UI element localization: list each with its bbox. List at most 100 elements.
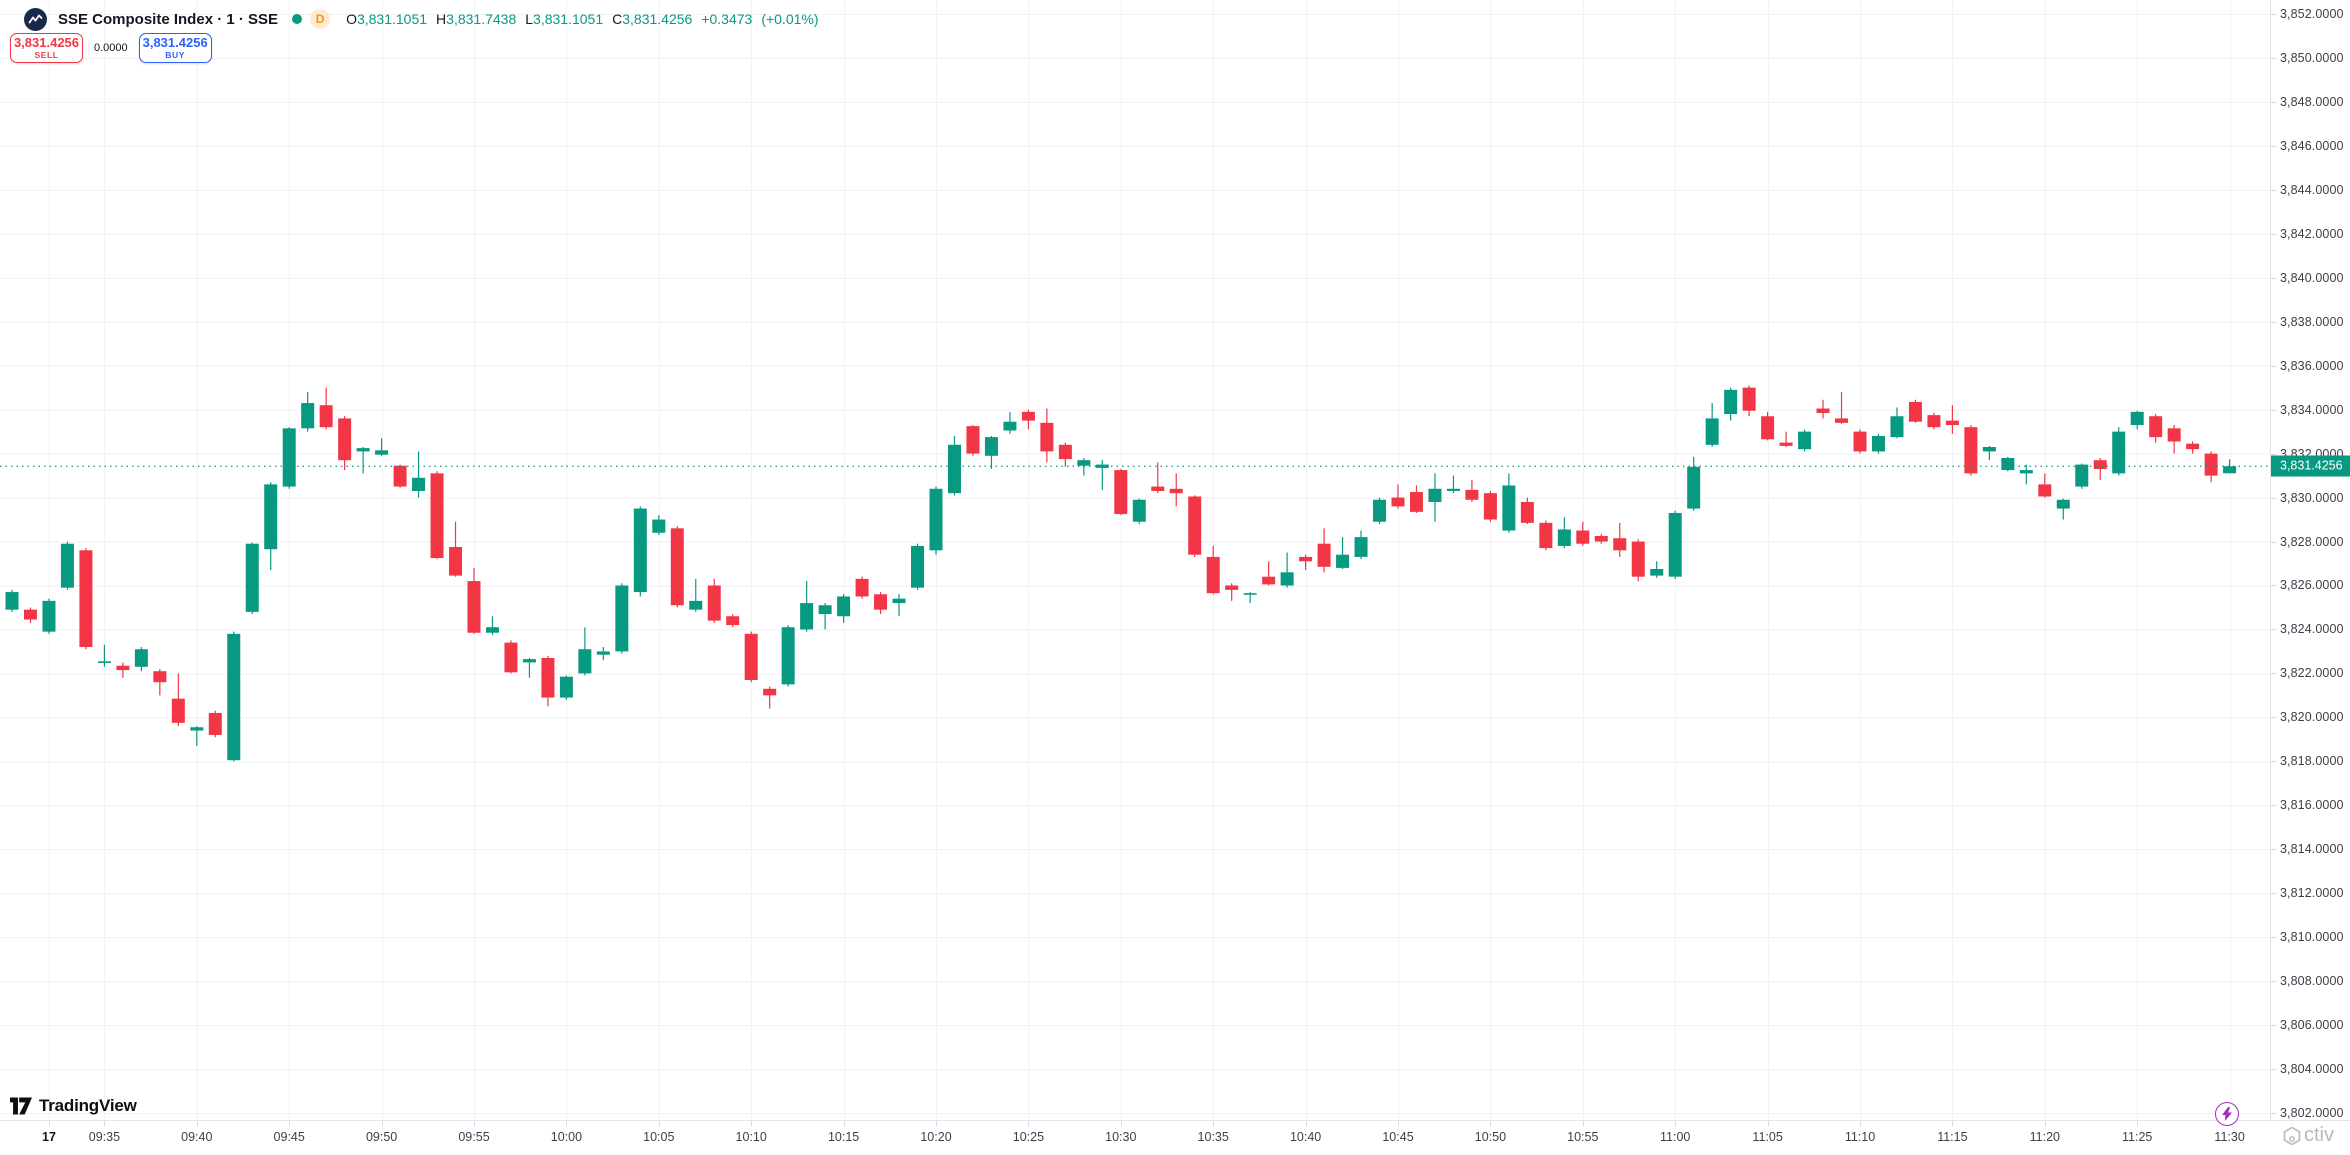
candle	[338, 416, 352, 471]
price-tick-mark	[2271, 541, 2276, 543]
candle	[97, 644, 111, 667]
price-tick-mark	[2271, 761, 2276, 763]
candle	[1040, 408, 1054, 463]
candle	[1890, 407, 1904, 439]
candle	[1132, 498, 1146, 524]
time-axis-label: 10:00	[550, 1130, 583, 1144]
time-tick-mark	[1306, 1121, 1307, 1126]
candle	[282, 427, 296, 489]
candle	[1058, 442, 1072, 467]
candle	[412, 451, 426, 498]
price-axis-label: 3,844.0000	[2280, 182, 2344, 197]
time-tick-mark	[1398, 1121, 1399, 1126]
candle	[1095, 460, 1109, 490]
price-axis-label: 3,808.0000	[2280, 974, 2344, 989]
price-axis-label: 3,820.0000	[2280, 710, 2344, 725]
candle	[393, 464, 407, 488]
price-tick-mark	[2271, 981, 2276, 983]
buy-button[interactable]: 3,831.4256 BUY	[138, 33, 212, 63]
candle	[2223, 459, 2237, 474]
candle	[1169, 473, 1183, 507]
chart-pane[interactable]	[0, 0, 2270, 1120]
price-tick-mark	[2271, 189, 2276, 191]
candle	[1631, 539, 1645, 582]
activ-watermark: ctiv	[2282, 1124, 2334, 1147]
candle	[319, 387, 333, 430]
time-axis-label: 09:55	[458, 1130, 490, 1144]
candle	[2056, 498, 2070, 520]
time-axis-label: 10:10	[735, 1130, 767, 1144]
candle	[1225, 583, 1239, 601]
price-tick-mark	[2271, 849, 2276, 851]
time-tick-mark	[2137, 1121, 2138, 1126]
high-label: H	[436, 11, 447, 27]
candle	[227, 631, 241, 762]
candle	[2075, 463, 2089, 489]
sell-button[interactable]: 3,831.4256 SELL	[10, 33, 83, 63]
candle	[837, 594, 851, 623]
candle	[153, 669, 167, 696]
candle	[134, 647, 148, 672]
time-axis-label: 11:30	[2214, 1130, 2245, 1144]
candle	[2130, 410, 2144, 430]
price-tick-mark	[2271, 1025, 2276, 1027]
price-axis-label: 3,852.0000	[2280, 7, 2344, 21]
candle	[2112, 427, 2126, 476]
candle	[1724, 387, 1738, 421]
price-axis-label: 3,822.0000	[2280, 666, 2344, 681]
candle	[818, 603, 832, 630]
price-tick-mark	[2271, 145, 2276, 147]
candle	[1373, 497, 1387, 524]
candle	[1188, 495, 1202, 557]
candle	[1114, 468, 1128, 516]
candle	[1982, 445, 1996, 461]
time-axis-label: 09:40	[181, 1130, 213, 1144]
open-label: O	[346, 11, 357, 27]
watermark-hexagon-icon	[2283, 1126, 2301, 1145]
time-tick-mark	[659, 1121, 660, 1126]
time-tick-mark	[1860, 1121, 1861, 1126]
price-tick-mark	[2271, 321, 2276, 323]
price-tick-mark	[2271, 717, 2276, 719]
time-axis[interactable]: 17 09:35 09:40 09:45 09:50 09:55 10:00 10:05 10:…	[0, 1120, 2350, 1155]
candle	[1409, 485, 1423, 513]
price-axis-label: 3,848.0000	[2280, 94, 2344, 109]
candle	[670, 526, 684, 608]
price-axis[interactable]: 3,852.0000 3,850.0000 3,848.0000 3,846.0000…	[2270, 0, 2350, 1120]
price-tick-mark	[2271, 497, 2276, 499]
price-axis-label: 3,818.0000	[2280, 754, 2344, 769]
price-tick-mark	[2271, 805, 2276, 807]
candle	[2019, 464, 2033, 485]
candle	[264, 482, 278, 571]
time-axis-label: 10:40	[1289, 1130, 1322, 1144]
instant-order-button[interactable]	[2215, 1102, 2239, 1126]
time-tick-mark	[382, 1121, 383, 1126]
low-label: L	[525, 11, 534, 27]
candle	[504, 640, 518, 674]
delayed-data-badge[interactable]: D	[310, 9, 331, 29]
price-tick-mark	[2271, 629, 2276, 631]
candle	[42, 598, 56, 634]
order-panel: 3,831.4256 SELL 0.0000 3,831.4256 BUY	[10, 33, 212, 63]
close-label: C	[612, 11, 623, 27]
time-tick-mark	[1121, 1121, 1122, 1126]
time-tick-mark	[1028, 1121, 1029, 1126]
price-tick-mark	[2271, 1113, 2276, 1114]
candle	[1687, 456, 1701, 511]
symbol-title[interactable]: SSE Composite Index · 1 · SSE	[58, 10, 279, 28]
symbol-logo-icon	[24, 7, 47, 31]
candle	[1779, 431, 1793, 448]
candle	[1927, 412, 1941, 430]
candle	[1964, 425, 1978, 476]
price-tick-mark	[2271, 1069, 2276, 1071]
price-tick-mark	[2271, 893, 2276, 895]
candle	[1908, 399, 1922, 423]
candle	[1003, 411, 1017, 434]
time-axis-date-label: 17	[42, 1130, 56, 1144]
candle	[79, 548, 93, 650]
candle	[301, 392, 315, 432]
tradingview-logo[interactable]: TradingView	[10, 1096, 137, 1116]
candle	[1446, 475, 1460, 494]
price-axis-label: 3,850.0000	[2280, 50, 2344, 65]
candle	[2186, 441, 2200, 454]
